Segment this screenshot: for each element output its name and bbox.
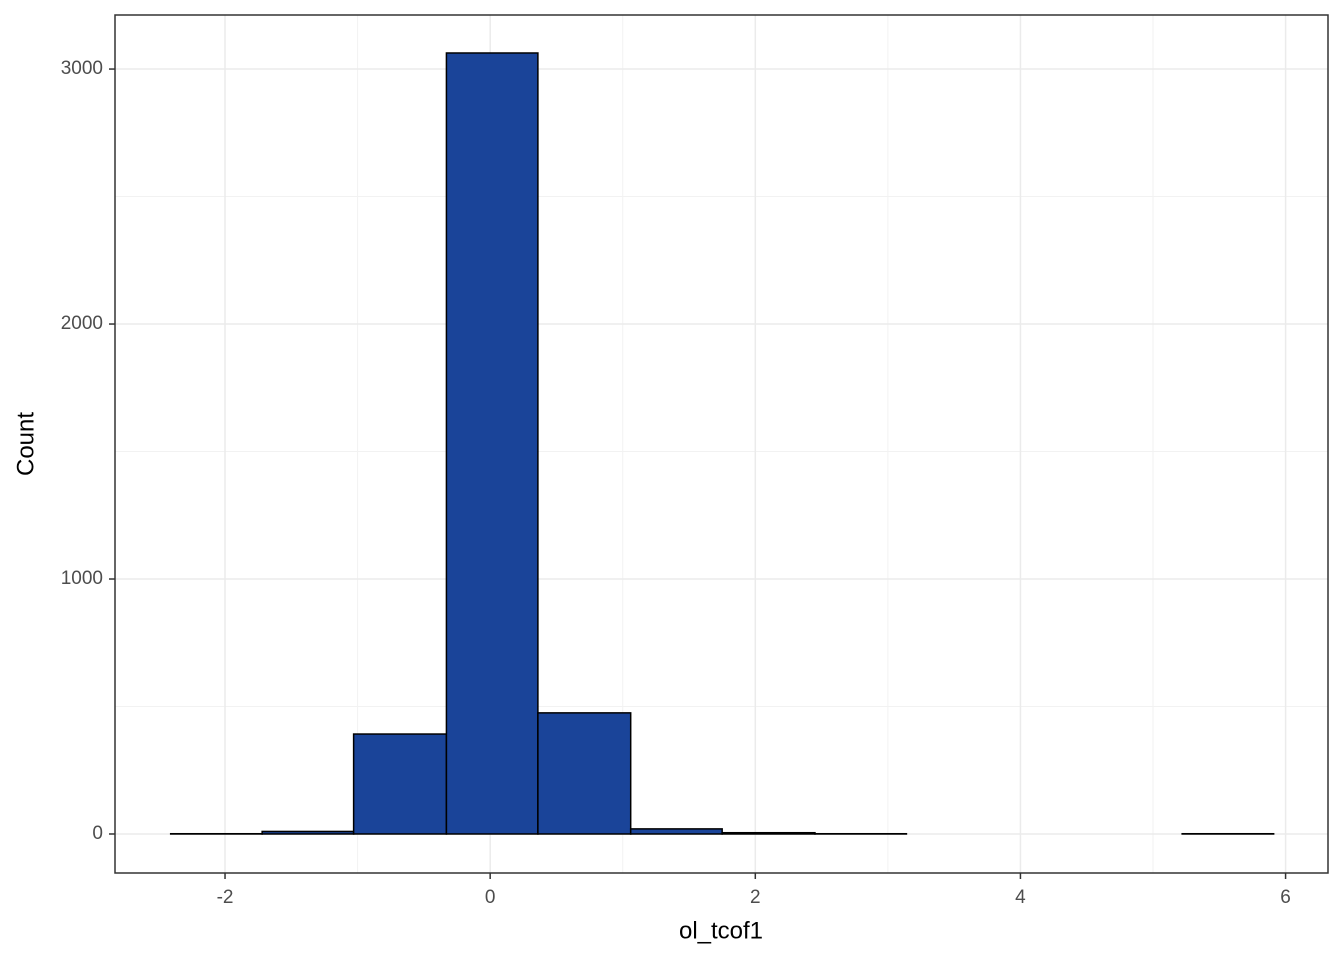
x-axis-title: ol_tcof1 [679,917,763,944]
bar [352,733,448,835]
bar [445,52,539,835]
x-tick-label: 4 [1015,887,1026,908]
x-tick-label: 2 [750,887,761,908]
x-tick-label: 0 [485,887,496,908]
panel-background [115,15,1328,873]
bar [261,830,355,835]
bar [537,712,632,835]
bar [629,828,723,835]
y-tick-label: 3000 [61,58,103,79]
y-tick-label: 2000 [61,313,103,334]
y-tick-label: 1000 [61,568,103,589]
x-tick-label: -2 [217,887,234,908]
panel-border [114,14,1329,874]
y-tick-label: 0 [92,823,103,844]
y-axis-title: Count [12,412,39,476]
bar [721,831,816,835]
x-tick-label: 6 [1280,887,1291,908]
